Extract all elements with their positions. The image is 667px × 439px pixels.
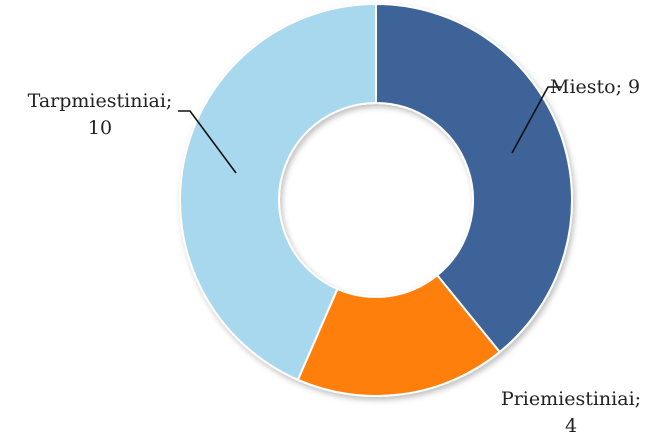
slice-label-line: Tarpmiestiniai; xyxy=(28,90,173,112)
donut-slices xyxy=(179,2,573,397)
slice-label-line: Miesto; 9 xyxy=(550,76,640,98)
slice-miesto xyxy=(375,2,573,354)
leader-line-tarpmiestiniai xyxy=(178,110,237,174)
slice-label-priemiestiniai: Priemiestiniai; 4 xyxy=(501,388,641,437)
slice-label-tarpmiestiniai: Tarpmiestiniai; 10 xyxy=(28,90,173,139)
slice-priemiestiniai xyxy=(296,273,502,397)
slice-label-line: Priemiestiniai; xyxy=(501,388,641,410)
slice-label-line: 4 xyxy=(565,415,577,437)
leader-lines xyxy=(178,86,562,174)
slice-label-miesto: Miesto; 9 xyxy=(550,76,640,98)
slice-labels: Miesto; 9 Priemiestiniai; 4 Tarpmiestiniai;… xyxy=(28,76,641,437)
leader-line-miesto xyxy=(511,86,562,154)
slice-label-line: 10 xyxy=(88,117,112,139)
slice-tarpmiestiniai xyxy=(179,2,377,382)
